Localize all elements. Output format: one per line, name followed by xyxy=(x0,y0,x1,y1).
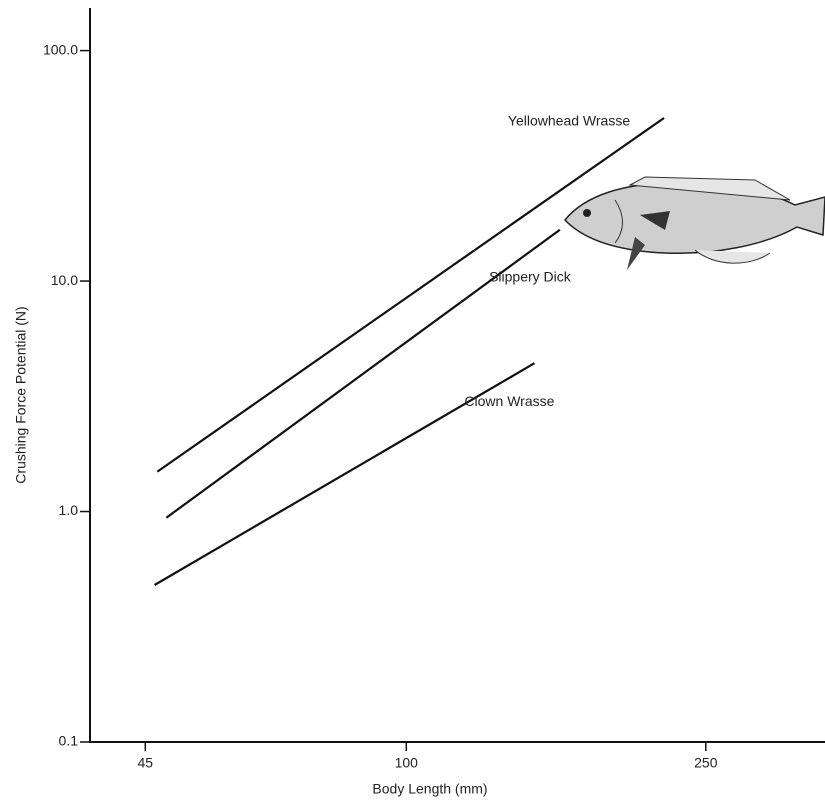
series-line xyxy=(165,228,561,519)
y-axis-label: Crushing Force Potential (N) xyxy=(13,306,29,483)
x-tick-label: 100 xyxy=(395,755,419,771)
x-tick-label: 45 xyxy=(137,755,153,771)
series-label: Slippery Dick xyxy=(489,268,572,284)
y-tick-label: 10.0 xyxy=(51,272,78,288)
x-tick-label: 250 xyxy=(694,755,718,771)
series-line xyxy=(154,362,535,586)
series-label: Clown Wrasse xyxy=(464,393,554,409)
y-tick-label: 100.0 xyxy=(43,41,78,57)
series-line xyxy=(156,117,665,473)
series-label: Yellowhead Wrasse xyxy=(508,113,630,129)
fish-illustration xyxy=(564,176,825,270)
x-axis-label: Body Length (mm) xyxy=(372,781,487,797)
y-tick-label: 1.0 xyxy=(59,502,79,518)
y-tick-label: 0.1 xyxy=(59,733,79,749)
